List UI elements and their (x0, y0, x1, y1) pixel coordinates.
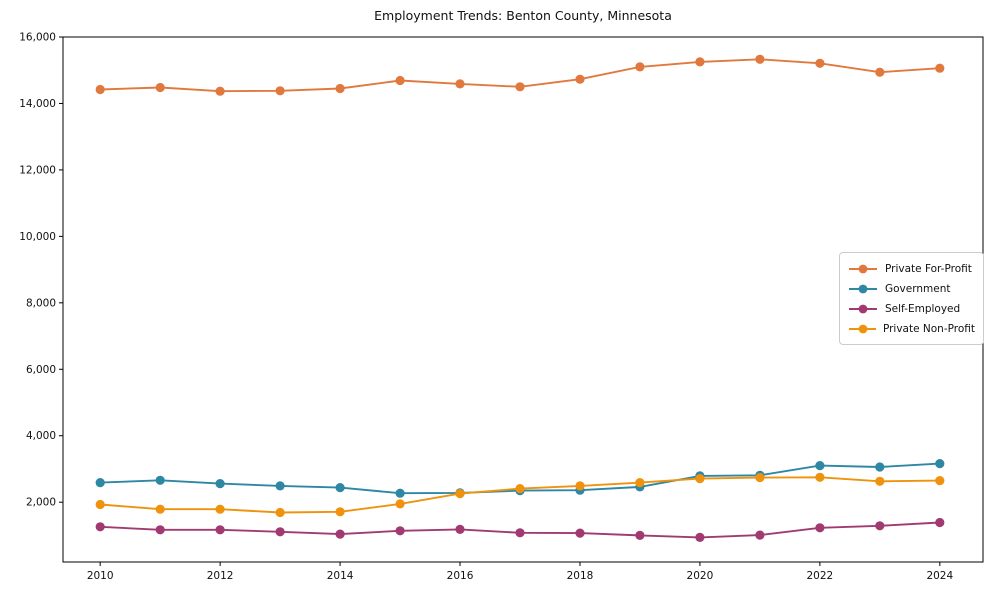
x-tick-label: 2018 (567, 570, 594, 582)
data-point (395, 526, 405, 536)
data-point (815, 472, 825, 482)
data-point (935, 63, 945, 73)
data-point (875, 476, 885, 486)
data-point (695, 57, 705, 67)
data-point (875, 67, 885, 77)
data-point (575, 528, 585, 538)
y-tick-label: 14,000 (19, 98, 56, 110)
y-tick-label: 6,000 (26, 364, 56, 376)
legend-swatch-icon (849, 284, 877, 293)
chart-title: Employment Trends: Benton County, Minnes… (374, 8, 672, 23)
data-point (455, 79, 465, 89)
data-point (155, 525, 165, 535)
data-point (215, 525, 225, 535)
data-point (575, 74, 585, 84)
legend-swatch-icon (849, 304, 877, 313)
x-tick-label: 2024 (926, 570, 953, 582)
data-point (815, 523, 825, 533)
y-tick-label: 4,000 (26, 430, 56, 442)
data-point (215, 86, 225, 96)
data-point (95, 84, 105, 95)
data-point (275, 86, 285, 96)
data-point (335, 507, 345, 517)
data-point (275, 481, 285, 491)
data-point (395, 488, 405, 498)
data-point (635, 530, 645, 541)
data-point (155, 504, 165, 514)
data-point (575, 481, 585, 491)
data-point (935, 476, 945, 486)
y-tick-label: 8,000 (26, 297, 56, 309)
data-point (335, 483, 345, 493)
data-point (455, 489, 465, 499)
data-point (815, 58, 825, 68)
x-tick-label: 2010 (87, 570, 114, 582)
legend-label: Government (885, 282, 951, 295)
data-point (275, 527, 285, 537)
data-point (335, 529, 345, 539)
data-point (455, 524, 465, 535)
x-tick-label: 2016 (447, 570, 474, 582)
legend-swatch-icon (849, 324, 876, 333)
data-point (935, 459, 945, 469)
data-point (815, 461, 825, 471)
legend: Private For-Profit Government Self-Employe… (839, 252, 984, 345)
data-point (395, 75, 405, 86)
data-point (635, 62, 645, 72)
data-point (515, 528, 525, 538)
legend-swatch-icon (849, 264, 877, 273)
x-tick-label: 2014 (327, 570, 354, 582)
data-point (875, 521, 885, 531)
data-point (215, 479, 225, 489)
data-point (95, 499, 105, 510)
data-point (515, 484, 525, 494)
data-point (335, 83, 345, 94)
legend-item: Self-Employed (848, 300, 975, 317)
data-point (95, 522, 105, 532)
data-point (635, 478, 645, 488)
data-point (935, 517, 945, 528)
x-tick-label: 2012 (207, 570, 234, 582)
data-point (275, 507, 285, 518)
legend-item: Private For-Profit (848, 260, 975, 277)
legend-item: Private Non-Profit (848, 320, 975, 337)
data-point (395, 499, 405, 509)
data-point (695, 532, 705, 543)
y-tick-label: 2,000 (26, 497, 56, 509)
y-tick-label: 16,000 (19, 32, 56, 44)
data-point (875, 462, 885, 472)
x-tick-label: 2022 (807, 570, 834, 582)
legend-label: Self-Employed (885, 302, 961, 315)
data-point (695, 474, 705, 484)
y-tick-label: 12,000 (19, 164, 56, 176)
legend-item: Government (848, 280, 975, 297)
legend-label: Private Non-Profit (882, 322, 975, 335)
data-point (755, 530, 765, 540)
x-tick-label: 2020 (687, 570, 714, 582)
data-point (155, 82, 165, 93)
data-point (755, 473, 765, 483)
data-point (215, 504, 225, 514)
y-tick-label: 10,000 (19, 231, 56, 243)
data-point (155, 475, 165, 485)
data-point (755, 54, 765, 64)
legend-label: Private For-Profit (885, 262, 972, 275)
data-point (95, 478, 105, 488)
data-point (515, 82, 525, 92)
